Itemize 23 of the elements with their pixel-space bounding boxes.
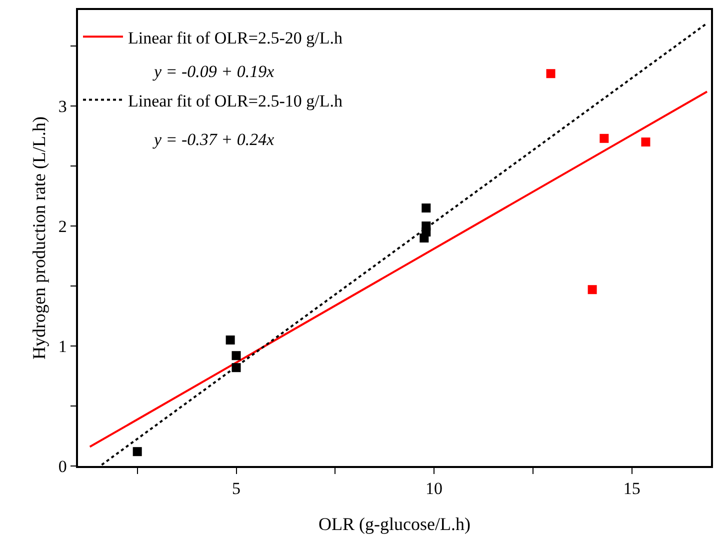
point xyxy=(588,285,597,294)
point xyxy=(232,363,241,372)
y-axis-title: Hydrogen production rate (L/L.h) xyxy=(29,116,50,360)
y-tick-label: 2 xyxy=(58,216,67,236)
x-tick-label: 5 xyxy=(232,479,240,498)
point xyxy=(546,69,556,78)
legend-label: Linear fit of OLR=2.5-20 g/L.h xyxy=(128,28,343,48)
x-axis-title: OLR (g-glucose/L.h) xyxy=(318,514,470,534)
point xyxy=(420,234,429,242)
legend-label: Linear fit of OLR=2.5-10 g/L.h xyxy=(128,91,343,110)
y-tick-label: 3 xyxy=(58,96,67,116)
annotation: y = -0.09 + 0.19x xyxy=(152,62,275,81)
x-tick-label: 15 xyxy=(623,479,640,498)
y-tick-label: 1 xyxy=(58,336,67,356)
point xyxy=(422,204,431,212)
point xyxy=(232,351,241,360)
point xyxy=(132,447,142,456)
point xyxy=(641,138,650,146)
point xyxy=(600,134,609,143)
point xyxy=(226,336,235,344)
x-tick-label: 10 xyxy=(426,479,443,498)
y-tick-label: 0 xyxy=(58,456,67,476)
annotation: y = -0.37 + 0.24x xyxy=(152,130,275,149)
